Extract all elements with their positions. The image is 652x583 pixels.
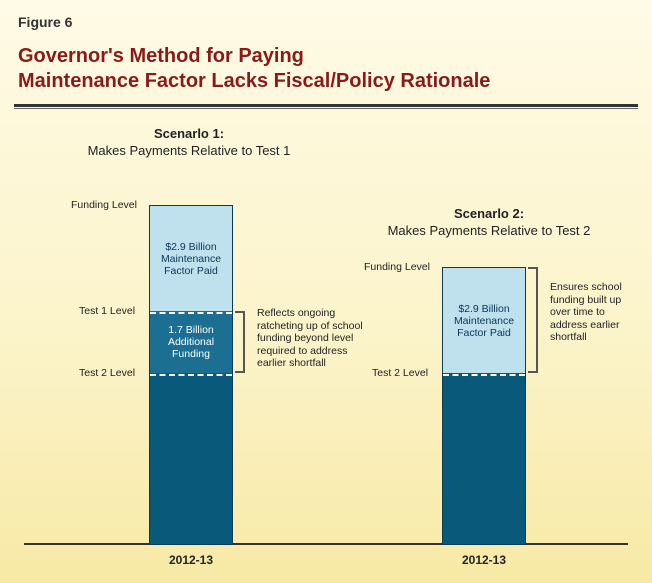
bar-segment-base <box>443 373 525 544</box>
bar-segment-mid: 1.7 BillionAdditionalFunding <box>150 311 232 373</box>
scenario-title: Scenarlo 1: <box>74 126 304 141</box>
y-level-label: Funding Level <box>364 261 430 273</box>
bar-scenario-2: $2.9 BillionMaintenanceFactor Paid <box>442 267 526 545</box>
bar-segment-top: $2.9 BillionMaintenanceFactor Paid <box>443 268 525 373</box>
y-level-label: Test 1 Level <box>79 305 135 317</box>
bar-segment-base <box>150 373 232 544</box>
level-dash <box>150 312 232 314</box>
title-line-1: Governor's Method for Paying <box>18 45 304 67</box>
annotation-text: Reflects ongoingratcheting up of schoolf… <box>257 307 387 370</box>
bar-segment-label: $2.9 BillionMaintenanceFactor Paid <box>450 299 518 343</box>
y-level-label: Funding Level <box>71 199 137 211</box>
scenario-title: Scenarlo 2: <box>374 206 604 221</box>
annotation-text: Ensures schoolfunding built upover time … <box>550 281 652 344</box>
figure-title: Governor's Method for Paying Maintenance… <box>18 44 490 94</box>
title-line-2: Maintenance Factor Lacks Fiscal/Policy R… <box>18 70 490 92</box>
figure-label: Figure 6 <box>18 14 72 30</box>
scenario-header-2: Scenarlo 2: Makes Payments Relative to Te… <box>374 206 604 238</box>
x-axis <box>24 543 628 545</box>
chart-area: Scenarlo 1: Makes Payments Relative to Te… <box>14 118 638 569</box>
scenario-subtitle: Makes Payments Relative to Test 1 <box>74 143 304 158</box>
annotation-bracket <box>536 267 538 373</box>
level-dash <box>443 374 525 376</box>
bar-segment-label: $2.9 BillionMaintenanceFactor Paid <box>157 237 225 281</box>
x-axis-label: 2012-13 <box>462 553 506 567</box>
y-level-label: Test 2 Level <box>372 367 428 379</box>
scenario-subtitle: Makes Payments Relative to Test 2 <box>374 223 604 238</box>
bar-segment-top: $2.9 BillionMaintenanceFactor Paid <box>150 206 232 311</box>
level-dash <box>150 374 232 376</box>
bar-scenario-1: $2.9 BillionMaintenanceFactor Paid 1.7 Bi… <box>149 205 233 545</box>
y-level-label: Test 2 Level <box>79 367 135 379</box>
bar-segment-label: 1.7 BillionAdditionalFunding <box>164 320 218 364</box>
title-rule <box>14 104 638 107</box>
x-axis-label: 2012-13 <box>169 553 213 567</box>
scenario-header-1: Scenarlo 1: Makes Payments Relative to Te… <box>74 126 304 158</box>
annotation-bracket <box>243 311 245 373</box>
